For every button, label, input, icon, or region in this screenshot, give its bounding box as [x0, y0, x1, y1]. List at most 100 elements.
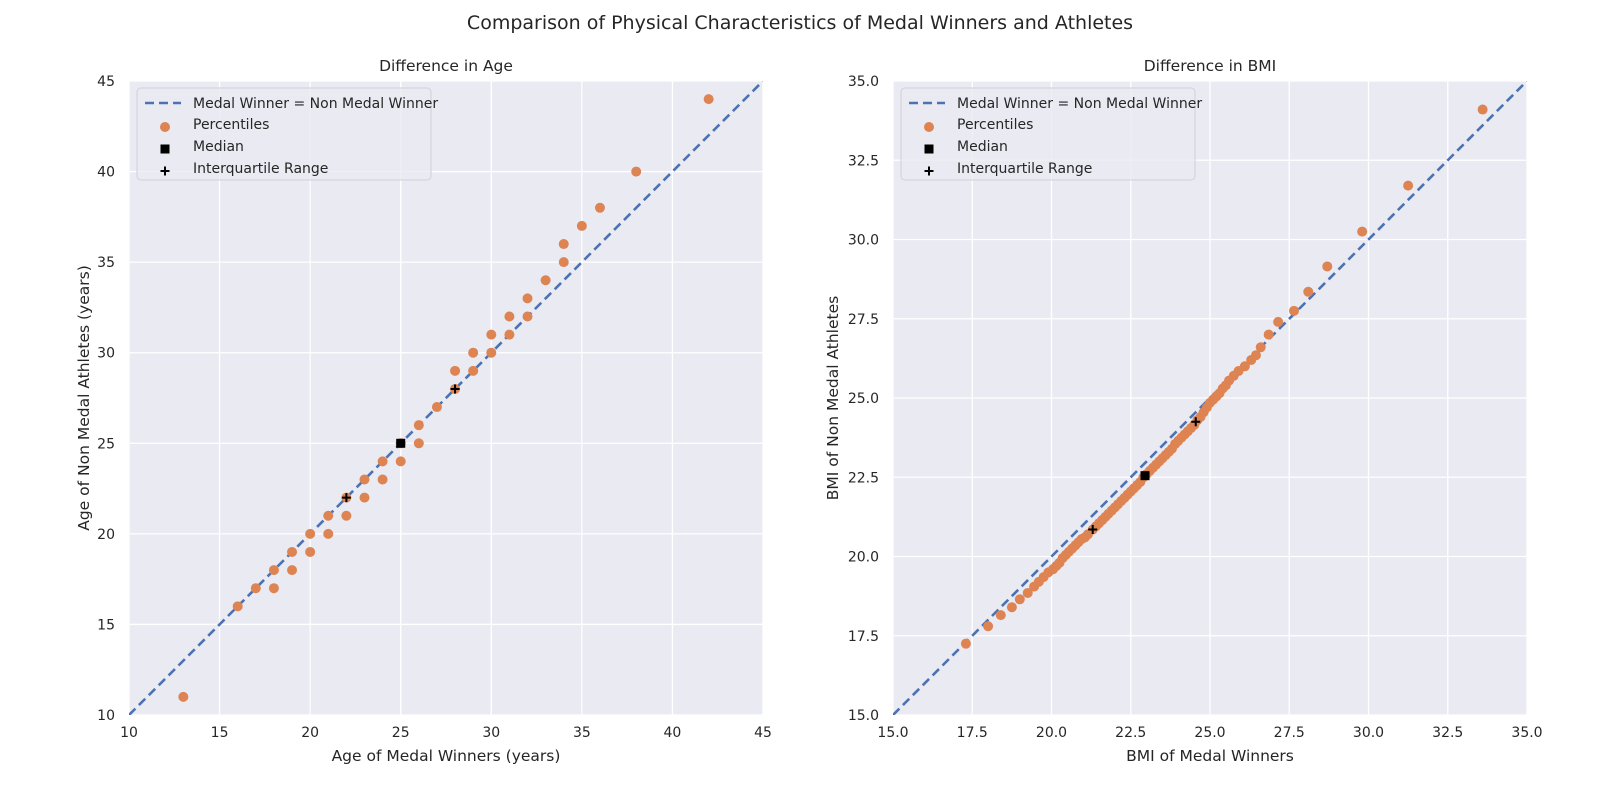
iqr-marker — [1191, 417, 1201, 427]
legend: Medal Winner = Non Medal Winner Percentil… — [900, 87, 1202, 181]
percentile-point — [413, 438, 424, 449]
percentile-point — [468, 365, 479, 376]
legend-median-handle — [160, 144, 170, 154]
percentile-point — [1022, 587, 1033, 598]
percentile-point — [178, 691, 189, 702]
y-tick-label: 35.0 — [848, 74, 879, 90]
x-axis-label: BMI of Medal Winners — [1126, 747, 1294, 765]
percentile-point — [995, 610, 1006, 621]
percentile-point — [323, 510, 334, 521]
y-tick-label: 25 — [97, 436, 115, 452]
percentile-point — [983, 621, 994, 632]
percentile-point — [504, 329, 515, 340]
percentile-point — [522, 293, 533, 304]
iqr-marker — [1088, 525, 1098, 535]
subplot-title: Difference in BMI — [1144, 57, 1276, 75]
percentile-point — [631, 166, 642, 177]
median-marker — [1140, 471, 1150, 481]
y-tick-label: 15 — [97, 617, 115, 633]
x-tick-label: 27.5 — [1274, 725, 1305, 741]
y-tick-label: 22.5 — [848, 470, 879, 486]
y-tick-label: 10 — [97, 708, 115, 724]
percentile-point — [1250, 350, 1261, 361]
legend: Medal Winner = Non Medal Winner Percentil… — [136, 87, 438, 181]
percentile-point — [395, 456, 406, 467]
x-tick-label: 25 — [392, 725, 410, 741]
x-tick-label: 10 — [120, 725, 138, 741]
y-tick-label: 30.0 — [848, 233, 879, 249]
y-tick-label: 27.5 — [848, 312, 879, 328]
median-marker — [396, 438, 406, 448]
x-tick-label: 20 — [301, 725, 319, 741]
percentile-point — [341, 510, 352, 521]
x-tick-label: 35 — [573, 725, 591, 741]
y-tick-label: 32.5 — [848, 153, 879, 169]
percentile-point — [450, 365, 461, 376]
y-tick-label: 35 — [97, 255, 115, 271]
legend-label: Medal Winner = Non Medal Winner — [193, 96, 438, 112]
x-tick-label: 15 — [211, 725, 229, 741]
legend-percentile-handle — [160, 122, 170, 132]
subplot-2: 15.0 17.5 20.0 22.5 25.0 27.5 30.0 32.5 35.0 15.0… — [824, 57, 1543, 765]
percentile-point — [1255, 342, 1266, 353]
percentile-point — [1006, 602, 1017, 613]
x-tick-label: 32.5 — [1432, 725, 1463, 741]
x-tick-label: 15.0 — [877, 725, 908, 741]
subplot-1: 10 15 20 25 30 35 40 45 10 15 20 25 30 35 40 45 Differen… — [75, 57, 772, 765]
y-tick-label: 20 — [97, 527, 115, 543]
iqr-marker — [450, 384, 460, 394]
percentile-point — [431, 402, 442, 413]
legend-label: Medal Winner = Non Medal Winner — [957, 96, 1202, 112]
percentile-point — [1239, 361, 1250, 372]
x-tick-label: 22.5 — [1115, 725, 1146, 741]
iqr-marker — [341, 493, 351, 503]
percentile-point — [377, 456, 388, 467]
x-tick-label: 25.0 — [1194, 725, 1225, 741]
percentile-point — [1263, 329, 1274, 340]
percentile-point — [558, 239, 569, 250]
percentile-point — [1303, 286, 1314, 297]
percentile-point — [576, 220, 587, 231]
percentile-point — [413, 420, 424, 431]
figure-title: Comparison of Physical Characteristics o… — [466, 12, 1134, 34]
plot-contents — [893, 81, 1527, 715]
percentile-point — [268, 565, 279, 576]
identity-line — [129, 81, 763, 715]
percentile-point — [594, 202, 605, 213]
percentile-point — [359, 474, 370, 485]
percentile-point — [1014, 594, 1025, 605]
legend-percentile-handle — [924, 122, 934, 132]
percentile-point — [1322, 261, 1333, 272]
legend-label: Median — [193, 139, 244, 155]
percentile-point — [377, 474, 388, 485]
percentile-point — [305, 546, 316, 557]
legend-label: Interquartile Range — [193, 161, 328, 177]
y-tick-label: 15.0 — [848, 708, 879, 724]
y-tick-label: 20.0 — [848, 550, 879, 566]
y-tick-label: 40 — [97, 165, 115, 181]
x-tick-label: 45 — [754, 725, 772, 741]
percentile-point — [504, 311, 515, 322]
percentile-point — [558, 257, 569, 268]
percentile-point — [486, 329, 497, 340]
percentile-point — [1273, 316, 1284, 327]
percentile-point — [232, 601, 243, 612]
percentile-point — [1357, 226, 1368, 237]
legend-label: Interquartile Range — [957, 161, 1092, 177]
y-tick-label: 17.5 — [848, 629, 879, 645]
legend-box — [136, 87, 432, 181]
y-tick-label: 45 — [97, 74, 115, 90]
percentile-point — [1403, 180, 1414, 191]
percentile-point — [287, 565, 298, 576]
x-tick-label: 30.0 — [1353, 725, 1384, 741]
y-tick-label: 30 — [97, 346, 115, 362]
x-tick-label: 17.5 — [957, 725, 988, 741]
x-tick-label: 35.0 — [1511, 725, 1542, 741]
percentile-point — [540, 275, 551, 286]
x-tick-label: 40 — [664, 725, 682, 741]
percentile-point — [486, 347, 497, 358]
percentile-point — [287, 546, 298, 557]
percentile-point — [305, 528, 316, 539]
